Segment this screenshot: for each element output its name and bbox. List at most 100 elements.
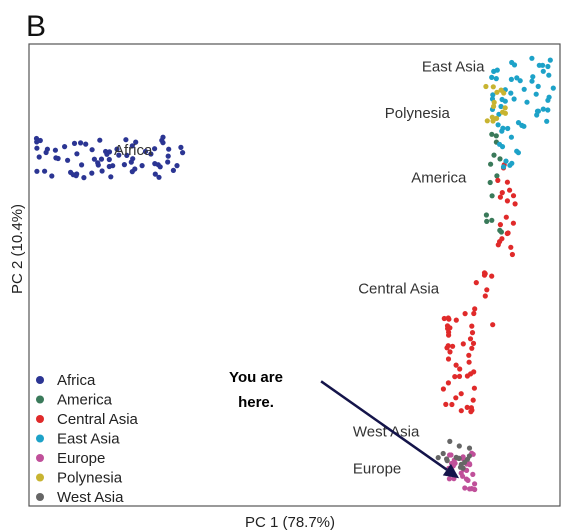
data-point-central-asia [470,397,476,403]
data-point-africa [89,147,95,153]
data-point-east-asia [534,112,540,118]
data-point-central-asia [473,280,479,286]
data-point-central-asia [445,380,451,386]
data-point-africa [166,146,172,152]
panel-letter: B [26,10,46,43]
data-point-west-asia [444,458,450,464]
data-point-central-asia [504,198,510,204]
legend-marker-america [36,395,44,404]
plot-frame [28,43,561,507]
data-point-africa [91,156,97,162]
data-point-america [484,218,490,224]
data-point-central-asia [450,343,456,349]
data-point-central-asia [510,193,517,199]
annotation-arrow-line [320,380,448,471]
data-point-africa [74,151,80,157]
data-point-west-asia [464,456,471,462]
data-point-west-asia [456,455,462,461]
data-point-east-asia [519,122,525,128]
data-point-east-asia [508,90,514,96]
data-point-africa [152,161,158,167]
data-point-east-asia [540,106,546,112]
data-point-central-asia [458,391,464,397]
data-point-europe [447,452,453,458]
data-point-africa [123,137,129,143]
data-point-east-asia [546,72,552,78]
data-point-europe [472,486,478,493]
data-point-africa [129,143,135,149]
data-point-central-asia [464,404,470,410]
data-point-central-asia [505,230,511,236]
legend-label-europe: Europe [57,450,105,467]
data-point-europe [472,481,478,487]
data-point-america [489,217,495,223]
data-point-central-asia [449,401,455,408]
data-point-america [488,161,494,167]
data-point-central-asia [472,306,478,312]
cluster-label-africa: Africa [114,142,153,159]
data-point-europe [446,476,452,482]
data-point-africa [174,163,180,169]
data-point-central-asia [469,407,475,413]
data-point-east-asia [515,150,522,156]
legend-marker-west-asia [36,493,44,501]
data-point-america [489,131,495,137]
data-point-africa [139,163,145,169]
data-point-africa [178,144,184,150]
data-point-central-asia [497,222,503,228]
data-point-east-asia [493,76,499,82]
legend-label-east-asia: East Asia [57,431,120,448]
data-point-africa [170,167,176,173]
data-point-africa [152,146,158,152]
data-point-east-asia [505,125,511,132]
data-point-polynesia [494,115,500,121]
data-point-east-asia [511,62,518,68]
data-point-central-asia [482,293,488,299]
legend-marker-polynesia [36,473,44,482]
data-point-central-asia [445,343,451,349]
data-point-east-asia [546,94,552,100]
data-point-central-asia [462,311,468,317]
data-point-east-asia [511,96,517,102]
data-point-east-asia [533,91,539,97]
data-point-central-asia [484,287,490,293]
data-point-central-asia [471,310,477,317]
data-point-africa [106,163,112,170]
data-point-central-asia [507,187,513,193]
data-point-europe [458,470,464,476]
data-point-central-asia [440,386,446,392]
cluster-label-west-asia: West Asia [353,424,420,441]
cluster-label-central-asia: Central Asia [358,281,440,298]
data-point-central-asia [453,362,459,368]
data-point-east-asia [491,68,497,74]
data-point-central-asia [499,190,505,196]
data-point-africa [121,162,127,168]
data-point-africa [142,148,149,155]
data-point-africa [180,150,186,156]
data-point-africa [74,171,80,177]
legend-marker-europe [36,454,44,462]
data-point-polynesia [498,87,504,93]
data-point-east-asia [545,63,551,70]
data-point-europe [460,454,466,460]
data-point-africa [108,174,114,180]
data-point-africa [42,168,48,174]
data-point-east-asia [500,125,506,131]
data-point-central-asia [445,315,451,321]
data-point-africa [165,159,171,165]
legend-marker-east-asia [36,434,44,443]
data-point-central-asia [469,330,476,336]
data-point-east-asia [536,62,542,68]
data-point-america [494,173,500,179]
cluster-labels: East Asia Polynesia America Africa Central A… [114,59,485,478]
data-point-central-asia [512,201,518,207]
data-point-east-asia [503,158,509,164]
data-point-africa [52,147,59,153]
data-point-central-asia [510,220,516,226]
data-point-polynesia [502,105,508,111]
data-point-east-asia [535,83,541,89]
data-point-europe [465,477,471,483]
data-point-east-asia [544,118,550,124]
data-point-africa [130,156,136,162]
data-point-central-asia [470,340,477,346]
